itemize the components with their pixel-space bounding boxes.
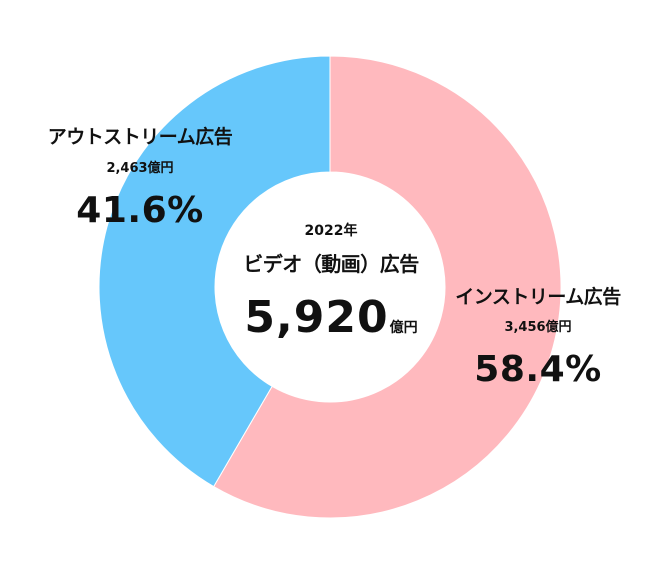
outstream-percent-label: 41.6% xyxy=(76,190,204,231)
instream-percent-label: 58.4% xyxy=(474,349,602,390)
donut-slices xyxy=(98,55,562,519)
center-total: 5,920億円 xyxy=(244,292,417,343)
center-total-value: 5,920 xyxy=(244,292,389,343)
instream-slice-label: インストリーム広告 xyxy=(455,286,621,308)
outstream-slice-label: アウトストリーム広告 xyxy=(47,126,233,148)
outstream-slice xyxy=(98,55,331,488)
instream-amount-label: 3,456億円 xyxy=(504,320,572,335)
center-total-unit: 億円 xyxy=(389,320,418,336)
instream-slice xyxy=(212,55,562,519)
center-year-label: 2022年 xyxy=(304,223,358,239)
outstream-amount-label: 2,463億円 xyxy=(106,161,174,176)
center-title-label: ビデオ（動画）広告 xyxy=(243,252,419,276)
